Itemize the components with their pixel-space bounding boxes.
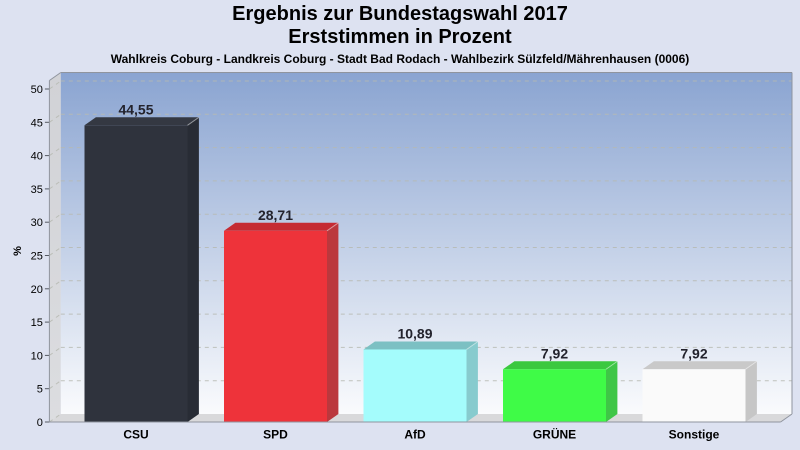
bar-value-label: 28,71 — [258, 207, 293, 223]
gridline-wall — [49, 380, 62, 390]
y-tick-label: 45 — [31, 117, 43, 129]
bar-side-face — [745, 361, 757, 422]
chart-subtitle: Erststimmen in Prozent — [288, 26, 512, 48]
category-label: SPD — [263, 428, 288, 442]
bar-front-face — [642, 369, 746, 422]
bar-front-face — [503, 369, 606, 422]
gridline-wall — [49, 113, 62, 123]
bar-value-label: 7,92 — [680, 345, 707, 361]
category-label: Sonstige — [669, 428, 720, 442]
bar-top-face — [642, 361, 757, 370]
bar-front-face — [84, 125, 188, 422]
gridline-wall — [49, 147, 62, 157]
y-tick-label: 5 — [37, 384, 43, 396]
bar-corner-edge — [187, 116, 200, 126]
gridline-wall — [49, 180, 62, 190]
bar-front-face — [224, 230, 327, 422]
gridline-wall — [49, 247, 62, 256]
bar-side-face — [187, 117, 199, 422]
bar-spd — [224, 222, 339, 422]
plot-borders — [48, 72, 793, 423]
y-tick-label: 25 — [31, 251, 43, 263]
gridline-wall — [49, 413, 62, 423]
gridline-wall — [49, 313, 62, 323]
bar-value-label: 7,92 — [541, 345, 568, 361]
bar-csu — [84, 116, 200, 422]
bar-corner-edge — [745, 360, 758, 370]
gridline-wall — [49, 80, 62, 90]
bar-gr-ne — [503, 360, 618, 422]
bar-afd — [363, 341, 479, 422]
gridline-wall — [49, 213, 62, 223]
bar-front-face — [363, 349, 467, 422]
y-tick-label: 0 — [37, 417, 43, 429]
border-wall-top — [49, 72, 62, 81]
chart-title: Ergebnis zur Bundestagswahl 2017 — [232, 3, 568, 25]
bar-sonstige — [642, 360, 758, 422]
bar-value-label: 44,55 — [118, 101, 153, 117]
gridline-wall — [49, 280, 62, 290]
category-label: CSU — [123, 428, 148, 442]
bar-top-face — [84, 117, 199, 126]
bar-top-face — [224, 222, 339, 231]
bar-corner-edge — [326, 222, 339, 232]
bar-side-face — [466, 341, 478, 422]
plot-left-wall — [49, 72, 61, 422]
y-tick-label: 20 — [31, 284, 43, 296]
chart-region-line: Wahlkreis Coburg - Landkreis Coburg - St… — [110, 52, 690, 66]
chart-header: Ergebnis zur Bundestagswahl 2017 Erststi… — [0, 3, 800, 67]
bar-top-face — [363, 341, 478, 350]
bar-side-face — [606, 361, 618, 422]
category-label: AfD — [404, 428, 426, 442]
y-tick-label: 15 — [31, 317, 43, 329]
y-tick-label: 10 — [31, 350, 43, 362]
y-tick-label: 35 — [31, 184, 43, 196]
bar-side-face — [327, 222, 339, 422]
gridline-wall — [49, 346, 62, 356]
y-tick-label: 40 — [31, 151, 43, 163]
y-tick-label: 30 — [31, 217, 43, 229]
bar-corner-edge — [466, 341, 479, 350]
bar-corner-edge — [605, 360, 618, 370]
y-axis-title: % — [12, 246, 24, 256]
category-label: GRÜNE — [533, 427, 576, 442]
bar-value-label: 10,89 — [397, 325, 432, 341]
bar-top-face — [503, 361, 618, 370]
border-floor-right — [780, 413, 793, 423]
y-tick-label: 50 — [31, 84, 43, 96]
